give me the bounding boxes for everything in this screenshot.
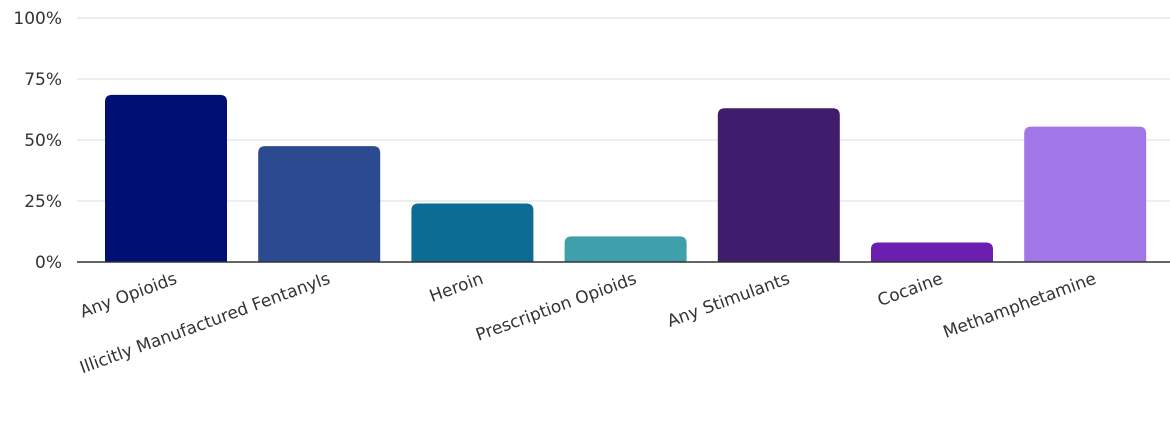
bar-any-stimulants [717, 108, 840, 262]
x-category-label: Any Stimulants [665, 269, 793, 332]
y-tick-label: 75% [24, 70, 62, 90]
x-category-label: Heroin [427, 269, 486, 307]
bar-any-opioids [105, 94, 227, 262]
y-tick-label: 25% [24, 192, 62, 212]
y-tick-label: 50% [24, 131, 62, 151]
x-category-label: Illicitly Manufactured Fentanyls [77, 269, 333, 378]
bar-prescription-opioids [564, 236, 687, 262]
bar-illicitly-manufactured-fentanyls [258, 146, 381, 262]
bars [105, 94, 1147, 262]
x-category-label: Cocaine [875, 269, 946, 311]
y-tick-label: 100% [13, 9, 62, 29]
y-tick-label: 0% [35, 253, 62, 273]
bar-cocaine [871, 242, 993, 262]
x-category-label: Prescription Opioids [473, 269, 639, 346]
bar-methamphetamine [1024, 126, 1147, 262]
gridlines [77, 17, 1170, 202]
x-category-label: Any Opioids [77, 269, 179, 323]
bar-heroin [411, 203, 534, 262]
y-axis-tick-labels: 0% 25% 50% 75% 100% [13, 9, 62, 273]
x-category-label: Methamphetamine [941, 269, 1099, 343]
